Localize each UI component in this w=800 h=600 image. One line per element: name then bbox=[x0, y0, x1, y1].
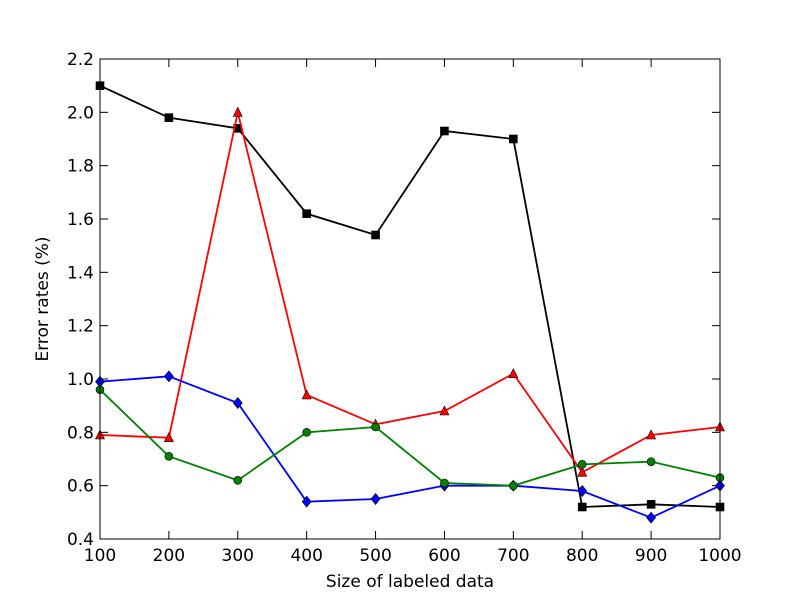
marker bbox=[164, 370, 174, 383]
x-tick-label: 700 bbox=[497, 546, 529, 566]
y-axis-label: Error rates (%) bbox=[33, 236, 53, 361]
marker bbox=[370, 493, 381, 505]
marker bbox=[646, 457, 656, 466]
x-tick-label: 1000 bbox=[698, 546, 741, 566]
marker bbox=[232, 106, 243, 117]
marker bbox=[440, 478, 449, 488]
plot-frame bbox=[99, 58, 721, 540]
x-axis-label: Size of labeled data bbox=[326, 572, 494, 592]
y-tick-label: 1.8 bbox=[67, 157, 94, 177]
marker bbox=[646, 500, 656, 509]
marker bbox=[646, 511, 656, 524]
marker bbox=[439, 405, 450, 416]
marker bbox=[577, 502, 587, 512]
y-tick-label: 1.4 bbox=[67, 263, 94, 283]
marker bbox=[233, 476, 243, 485]
x-tick-label: 100 bbox=[84, 546, 116, 566]
marker bbox=[301, 495, 312, 508]
series-line bbox=[99, 112, 721, 474]
marker bbox=[164, 113, 174, 122]
marker bbox=[577, 485, 588, 497]
marker bbox=[302, 428, 311, 437]
marker bbox=[302, 209, 311, 218]
x-tick-label: 600 bbox=[428, 546, 460, 566]
y-tick-label: 2.0 bbox=[67, 103, 94, 123]
y-tick-label: 2.2 bbox=[67, 50, 94, 70]
marker bbox=[301, 389, 312, 400]
marker bbox=[164, 452, 174, 461]
x-tick-label: 900 bbox=[635, 546, 667, 566]
marker bbox=[371, 422, 380, 432]
marker bbox=[440, 126, 449, 136]
x-tick-label: 200 bbox=[153, 546, 185, 566]
series-line bbox=[99, 84, 721, 508]
marker bbox=[163, 431, 174, 442]
x-tick-label: 800 bbox=[566, 546, 598, 566]
series-line bbox=[99, 375, 721, 519]
series-line bbox=[99, 389, 721, 487]
y-tick-label: 1.0 bbox=[67, 370, 94, 390]
y-tick-label: 1.6 bbox=[67, 210, 94, 230]
marker bbox=[232, 397, 243, 409]
marker bbox=[646, 429, 657, 440]
x-tick-label: 500 bbox=[359, 546, 391, 566]
marker bbox=[577, 460, 587, 469]
x-tick-label: 400 bbox=[290, 546, 322, 566]
marker bbox=[508, 367, 519, 378]
y-tick-label: 0.4 bbox=[67, 530, 94, 550]
marker bbox=[371, 230, 380, 240]
y-tick-label: 1.2 bbox=[67, 317, 94, 337]
x-tick-label: 300 bbox=[222, 546, 254, 566]
y-tick-label: 0.6 bbox=[67, 477, 94, 497]
marker bbox=[577, 466, 588, 477]
y-tick-label: 0.8 bbox=[67, 423, 94, 443]
marker bbox=[509, 134, 518, 144]
marker bbox=[509, 481, 518, 490]
